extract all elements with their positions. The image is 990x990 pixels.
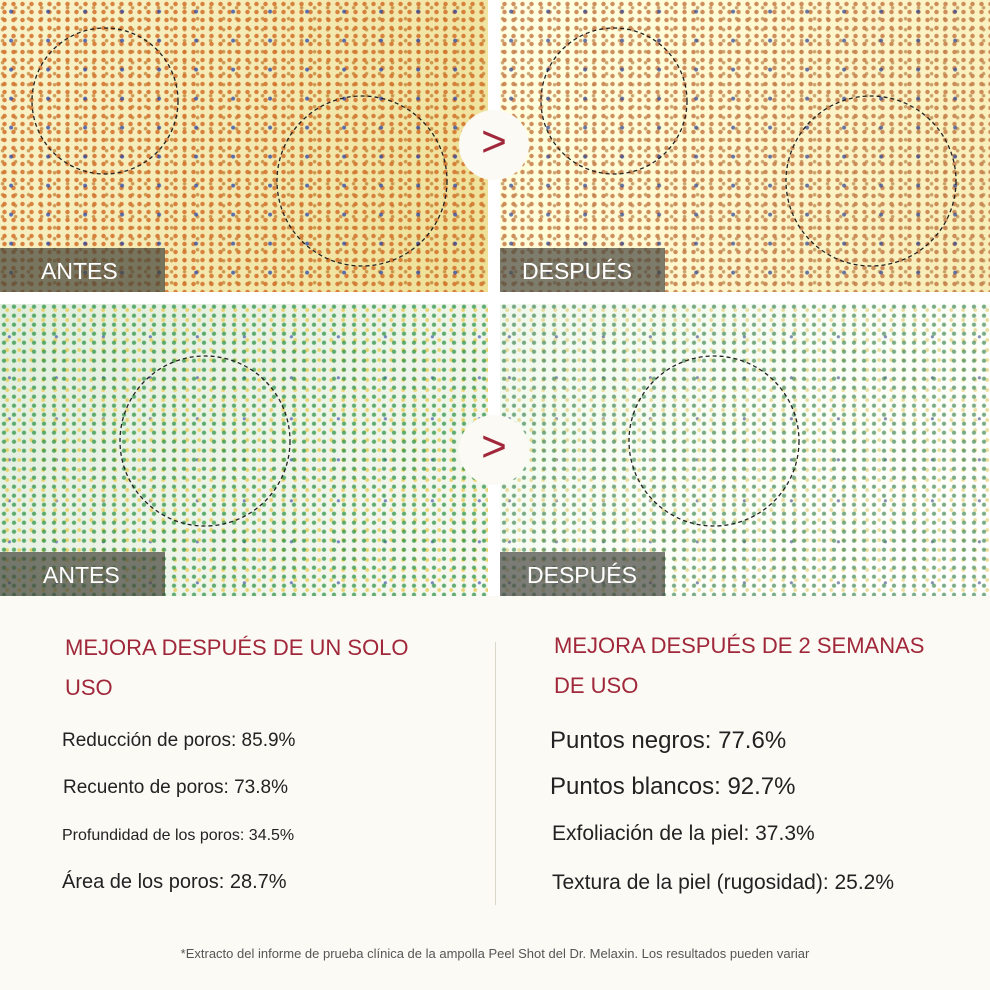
- result-item: Puntos negros: 77.6%: [550, 727, 787, 754]
- section-heading: MEJORA DESPUÉS DE 2 SEMANAS DE USO: [554, 633, 925, 698]
- arrow-icon: >: [459, 110, 529, 180]
- footnote: *Extracto del informe de prueba clínica …: [180, 946, 810, 961]
- dashed-circles: [31, 27, 957, 527]
- divider: [495, 642, 496, 905]
- before-photo: ANTES: [0, 304, 488, 596]
- result-item: Exfoliación de la piel: 37.3%: [552, 822, 815, 845]
- panel-label: ANTES: [0, 552, 165, 596]
- panel-label: DESPUÉS: [500, 552, 665, 596]
- result-item: Puntos blancos: 92.7%: [550, 773, 796, 800]
- result-item: Profundidad de los poros: 34.5%: [62, 827, 295, 844]
- after-photo: DESPUÉS: [500, 304, 990, 596]
- result-item: Textura de la piel (rugosidad): 25.2%: [552, 871, 895, 894]
- result-item: Recuento de poros: 73.8%: [63, 777, 288, 798]
- section-heading: MEJORA DESPUÉS DE UN SOLO USO: [65, 635, 409, 700]
- result-item: Reducción de poros: 85.9%: [62, 730, 296, 751]
- result-item: Área de los poros: 28.7%: [62, 871, 287, 893]
- after-photo: DESPUÉS: [500, 0, 990, 292]
- panel-label: ANTES: [0, 248, 165, 292]
- arrow-icon: >: [459, 415, 529, 485]
- panel-label: DESPUÉS: [500, 248, 665, 292]
- before-photo: ANTES: [0, 0, 488, 292]
